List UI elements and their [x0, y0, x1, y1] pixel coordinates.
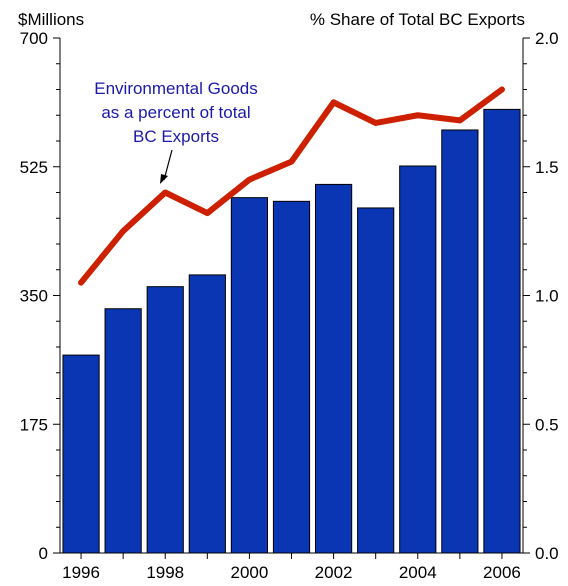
- x-tick-label: 1996: [62, 563, 100, 582]
- left-axis: 0 175 350 525 700: [20, 29, 60, 563]
- right-tick-label: 1.5: [535, 158, 559, 177]
- bar-1996: [62, 354, 100, 554]
- right-tick-label: 2.0: [535, 29, 559, 48]
- right-tick-label: 0.0: [535, 544, 559, 563]
- left-tick-label: 525: [20, 158, 48, 177]
- x-tick-label: 1998: [146, 563, 184, 582]
- bar-2004: [399, 165, 437, 554]
- left-tick-label: 0: [39, 544, 48, 563]
- annotation-line-1: Environmental Goods: [94, 79, 257, 98]
- bar-2005: [441, 129, 479, 554]
- bar-1998: [146, 286, 184, 554]
- line-series: [78, 86, 505, 286]
- bar-2001: [272, 200, 311, 554]
- bar-2006: [483, 108, 521, 554]
- annotation: Environmental Goods as a percent of tota…: [94, 79, 258, 184]
- right-axis: 0.0 0.5 1.0 1.5 2.0: [523, 29, 559, 563]
- x-axis: 1996 1998 2000 2002 2004 2006: [62, 553, 521, 582]
- right-axis-title: % Share of Total BC Exports: [310, 10, 525, 29]
- bar-2002: [314, 183, 353, 554]
- x-tick-label: 2000: [230, 563, 268, 582]
- annotation-arrow: [163, 149, 173, 181]
- annotation-line-2: as a percent of total: [101, 103, 250, 122]
- annotation-line-3: BC Exports: [133, 127, 219, 146]
- x-tick-label: 2002: [315, 563, 353, 582]
- bar-series: [62, 108, 521, 554]
- right-tick-label: 0.5: [535, 415, 559, 434]
- bar-1997: [104, 308, 142, 554]
- x-tick-label: 2006: [483, 563, 521, 582]
- bar-1999: [188, 274, 226, 554]
- bar-2000: [230, 197, 269, 554]
- annotation-arrowhead: [160, 174, 168, 184]
- right-tick-label: 1.0: [535, 287, 559, 306]
- left-tick-label: 350: [20, 287, 48, 306]
- left-axis-title: $Millions: [18, 10, 84, 29]
- left-tick-label: 700: [20, 29, 48, 48]
- bar-2003: [357, 207, 395, 554]
- x-tick-label: 2004: [399, 563, 437, 582]
- left-tick-label: 175: [20, 415, 48, 434]
